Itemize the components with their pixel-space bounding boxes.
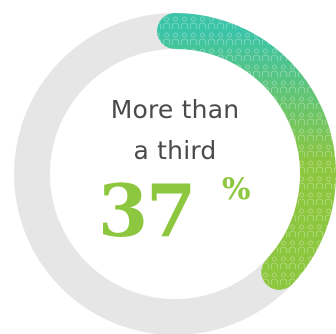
donut-marks (157, 13, 336, 290)
percentage-unit: % (222, 172, 251, 207)
center-label-line-2: a third (133, 136, 217, 165)
percentage-number: 37 (98, 168, 196, 253)
donut-slice-texture (157, 13, 336, 290)
center-label-line-1: More than (110, 95, 240, 124)
percentage-value: 37 % (98, 168, 278, 254)
